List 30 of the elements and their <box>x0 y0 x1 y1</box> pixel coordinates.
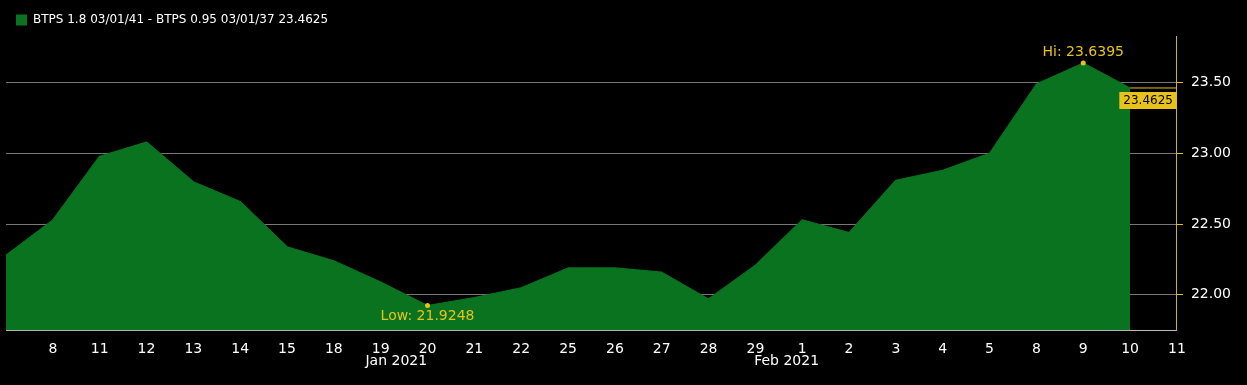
x-tick-label: 14 <box>231 340 250 357</box>
x-tick-label: 15 <box>278 340 296 357</box>
x-tick-label: 9 <box>1078 340 1088 357</box>
x-tick-label: 12 <box>137 340 156 357</box>
x-tick-label: 4 <box>938 340 948 357</box>
x-tick-label: 21 <box>465 340 484 357</box>
y-tick-label: 23.00 <box>1190 144 1232 161</box>
x-tick-label: 22 <box>512 340 531 357</box>
x-tick-label: 26 <box>605 340 624 357</box>
x-tick-label: 8 <box>1031 340 1041 357</box>
y-tick-label: 23.50 <box>1190 73 1232 90</box>
y-tick-label: 22.00 <box>1190 285 1232 302</box>
annotation: Hi: 23.6395 <box>1042 42 1124 59</box>
x-tick-label: 18 <box>324 340 343 357</box>
x-tick-label: 28 <box>699 340 718 357</box>
legend-label: BTPS 1.8 03/01/41 - BTPS 0.95 03/01/37 23.4625 <box>33 12 329 27</box>
x-tick-label: 13 <box>184 340 203 357</box>
annotation: Low: 21.9248 <box>380 307 475 324</box>
x-tick-label: 11 <box>90 340 109 357</box>
x-tick-label: 2 <box>844 340 854 357</box>
x-tick-label: 5 <box>985 340 995 357</box>
x-tick-label: 27 <box>652 340 671 357</box>
x-tick-label: 25 <box>559 340 577 357</box>
y-tick-label: 22.50 <box>1190 214 1232 231</box>
x-tick-label: 3 <box>891 340 901 357</box>
x-tick-label: 8 <box>48 340 58 357</box>
ref-line-label: 23.4625 <box>1123 93 1173 108</box>
x-tick-label: 11 <box>1168 340 1186 357</box>
x-tick-label: 10 <box>1121 340 1139 357</box>
x-tick-label: 19 <box>371 340 390 357</box>
